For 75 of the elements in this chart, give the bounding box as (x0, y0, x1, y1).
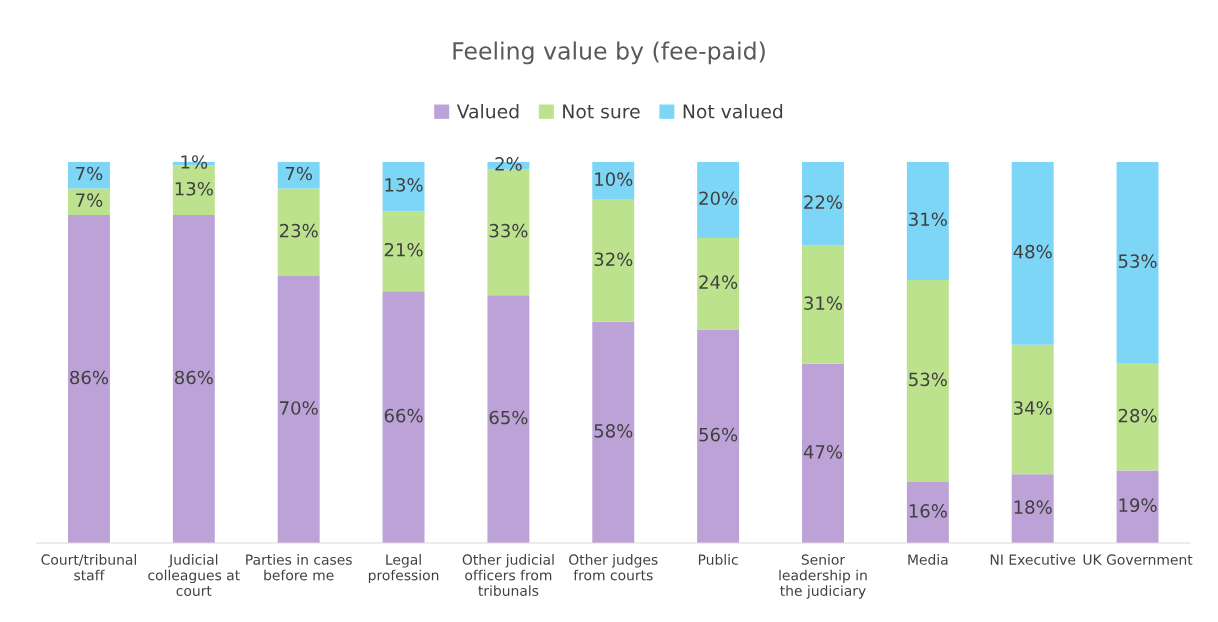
bar (487, 295, 530, 544)
bar (277, 276, 320, 544)
x-tick-label: Media (908, 554, 948, 565)
x-tick-label: Other judicial officers from tribunals (462, 554, 554, 596)
data-label: 21% (384, 242, 423, 257)
bar (382, 161, 425, 212)
data-label: 65% (489, 410, 528, 425)
bar (906, 482, 949, 544)
bar (382, 291, 425, 544)
bar (1116, 470, 1159, 544)
x-tick-label: Public (698, 554, 738, 565)
data-label: 23% (279, 223, 318, 238)
bar (1116, 363, 1159, 471)
bar (1116, 161, 1159, 364)
bar (906, 279, 949, 482)
bar (277, 188, 320, 277)
data-label: 22% (804, 195, 843, 209)
bar (592, 199, 635, 322)
data-label: 34% (1014, 401, 1052, 415)
data-label: 53% (909, 372, 947, 387)
legend-label: Not valued (683, 103, 783, 119)
x-tick-label: Judicial colleagues at court (148, 554, 240, 596)
legend-label: Not sure (563, 104, 640, 119)
bar (172, 215, 215, 544)
data-label: 20% (699, 191, 738, 206)
bar (1011, 474, 1054, 544)
data-label: 18% (1014, 500, 1052, 514)
bar (802, 363, 844, 544)
data-label: 7% (76, 166, 103, 181)
data-label: 86% (174, 370, 213, 385)
data-label: 24% (699, 275, 738, 289)
data-label: 58% (594, 424, 633, 438)
data-label: 53% (1118, 254, 1157, 268)
data-label: 31% (804, 296, 843, 310)
x-tick-label: Parties in cases before me (246, 554, 352, 581)
x-tick-label: UK Government (1083, 554, 1193, 565)
bar (68, 188, 110, 216)
bar (802, 245, 844, 364)
data-label: 31% (909, 212, 947, 227)
data-label: 70% (280, 401, 318, 415)
data-label: 10% (595, 172, 633, 187)
data-label: 16% (909, 504, 947, 518)
bar (697, 161, 740, 238)
x-tick-label: NI Executive (990, 554, 1076, 565)
bar (592, 161, 635, 200)
bar (487, 169, 530, 296)
data-label: 32% (594, 252, 633, 267)
x-tick-label: Court/tribunal staff (41, 554, 136, 581)
x-tick-label: Senior leadership in the judiciary (779, 554, 867, 599)
bar (906, 161, 949, 280)
bar (382, 211, 425, 292)
bar (68, 215, 110, 544)
x-tick-label: Other judges from courts (569, 554, 658, 581)
data-label: 7% (76, 193, 103, 207)
chart-title: Feeling value by (fee-paid) (453, 41, 765, 65)
data-label: 86% (70, 370, 109, 385)
bar (592, 321, 635, 544)
bar (802, 161, 844, 246)
data-label: 1% (181, 155, 208, 169)
bar (697, 237, 740, 330)
data-label: 66% (384, 408, 423, 423)
legend-label: Valued (456, 103, 519, 119)
data-label: 28% (1118, 408, 1157, 423)
data-label: 13% (385, 178, 423, 192)
data-label: 56% (699, 427, 738, 442)
bar (697, 329, 740, 544)
x-tick-label: Legal profession (368, 554, 439, 584)
data-label: 19% (1119, 498, 1157, 513)
data-label: 48% (1013, 244, 1052, 259)
data-label: 47% (803, 444, 843, 459)
data-label: 33% (489, 223, 528, 238)
data-label: 7% (285, 166, 313, 181)
bar (1011, 161, 1054, 345)
bar (1011, 344, 1054, 475)
data-label: 13% (175, 181, 213, 196)
